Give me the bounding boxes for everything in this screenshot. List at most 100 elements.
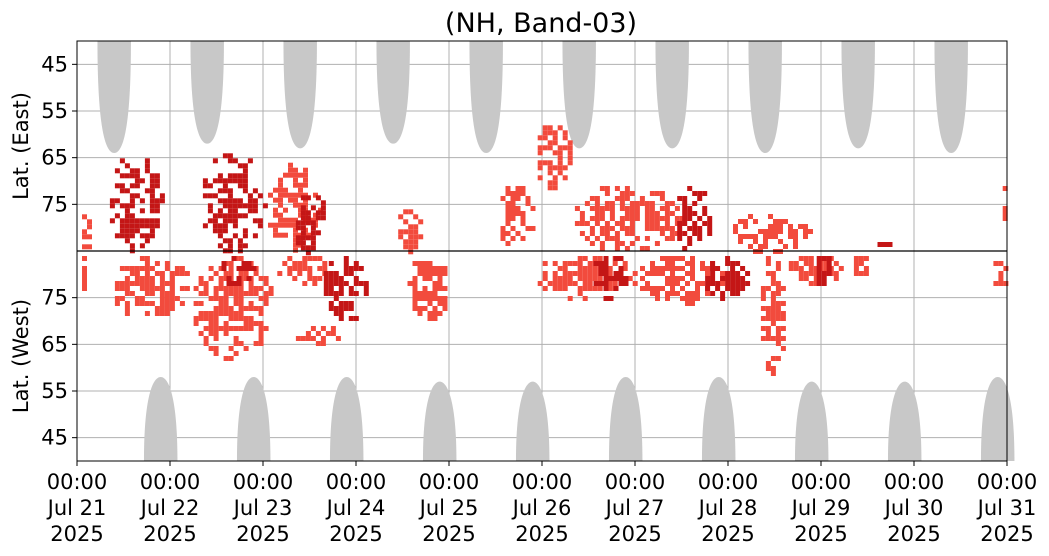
activity-cell xyxy=(159,306,165,311)
activity-cell xyxy=(300,240,306,246)
activity-cell xyxy=(233,296,239,301)
activity-cell xyxy=(154,183,160,189)
activity-cell xyxy=(139,276,145,281)
activity-cell xyxy=(505,206,511,211)
activity-cell xyxy=(129,243,135,249)
activity-cell xyxy=(154,286,160,291)
activity-cell xyxy=(770,306,776,311)
activity-cell xyxy=(740,281,746,286)
activity-cell xyxy=(278,222,283,228)
activity-cell xyxy=(310,336,316,341)
activity-cell xyxy=(567,160,573,166)
activity-region-east xyxy=(574,186,685,251)
activity-cell xyxy=(343,271,349,276)
activity-cell xyxy=(826,271,832,276)
activity-cell xyxy=(675,276,680,281)
activity-cell xyxy=(295,235,301,241)
activity-cell xyxy=(300,225,306,231)
activity-cell xyxy=(813,266,819,271)
activity-cell xyxy=(227,173,233,179)
activity-cell xyxy=(278,202,283,208)
activity-cell xyxy=(398,234,404,240)
activity-cell xyxy=(547,130,553,136)
night-mask-west xyxy=(143,377,178,461)
activity-cell xyxy=(312,256,318,261)
activity-cell xyxy=(659,231,665,236)
activity-cell xyxy=(594,236,600,241)
activity-cell xyxy=(654,191,660,196)
activity-cell xyxy=(603,256,609,261)
activity-cell xyxy=(687,211,693,216)
activity-cell xyxy=(358,266,364,271)
activity-cell xyxy=(124,233,130,239)
activity-cell xyxy=(715,281,721,286)
activity-cell xyxy=(587,271,593,276)
activity-cell xyxy=(242,203,248,209)
night-mask-east xyxy=(748,41,782,153)
plot-area xyxy=(76,40,1015,462)
activity-cell xyxy=(124,213,130,219)
activity-cell xyxy=(129,223,135,229)
activity-cell xyxy=(589,231,595,236)
activity-cell xyxy=(119,158,125,164)
activity-cell xyxy=(520,191,526,196)
activity-cell xyxy=(292,266,298,271)
activity-cell xyxy=(403,209,409,215)
activity-cell xyxy=(293,232,298,238)
activity-cell xyxy=(702,221,708,226)
activity-cell xyxy=(232,208,238,214)
activity-cell xyxy=(677,226,683,231)
activity-cell xyxy=(233,301,239,306)
activity-cell xyxy=(338,281,344,286)
activity-cell xyxy=(417,266,423,271)
activity-cell xyxy=(670,286,675,291)
activity-cell xyxy=(674,216,680,221)
activity-cell xyxy=(325,331,331,336)
activity-cell xyxy=(649,216,655,221)
activity-cell xyxy=(685,271,690,276)
activity-cell xyxy=(612,261,618,266)
activity-cell xyxy=(599,206,605,211)
activity-cell xyxy=(813,271,819,276)
activity-cell xyxy=(119,188,125,194)
activity-cell xyxy=(692,211,698,216)
activity-cell xyxy=(613,271,619,276)
activity-cell xyxy=(659,191,665,196)
activity-cell xyxy=(664,211,670,216)
activity-cell xyxy=(218,266,224,271)
activity-cell xyxy=(114,213,120,219)
activity-cell xyxy=(198,301,204,306)
activity-cell xyxy=(677,236,683,241)
activity-cell xyxy=(129,183,135,189)
activity-cell xyxy=(303,177,308,183)
activity-cell xyxy=(515,211,521,216)
activity-cell xyxy=(562,266,568,271)
activity-cell xyxy=(305,210,311,216)
y-tick-label: 65 xyxy=(41,146,68,170)
activity-cell xyxy=(654,216,660,221)
activity-cell xyxy=(315,210,321,216)
activity-cell xyxy=(422,266,428,271)
x-tick-label-line: 00:00 xyxy=(791,470,852,494)
activity-cell xyxy=(243,346,249,351)
activity-cell xyxy=(343,256,349,261)
activity-cell xyxy=(144,286,150,291)
activity-cell xyxy=(788,224,793,229)
activity-cell xyxy=(760,291,766,296)
activity-cell xyxy=(223,306,229,311)
activity-cell xyxy=(212,213,218,219)
activity-cell xyxy=(775,336,781,341)
activity-cell xyxy=(778,229,783,234)
activity-cell xyxy=(665,291,670,296)
activity-cell xyxy=(654,211,660,216)
activity-cell xyxy=(144,233,150,239)
activity-cell xyxy=(312,281,318,286)
activity-cell xyxy=(665,276,670,281)
activity-cell xyxy=(788,266,794,271)
activity-cell xyxy=(730,276,736,281)
activity-cell xyxy=(603,296,609,301)
activity-cell xyxy=(243,291,249,296)
activity-cell xyxy=(263,291,269,296)
activity-region-west xyxy=(82,256,87,291)
activity-cell xyxy=(760,296,766,301)
